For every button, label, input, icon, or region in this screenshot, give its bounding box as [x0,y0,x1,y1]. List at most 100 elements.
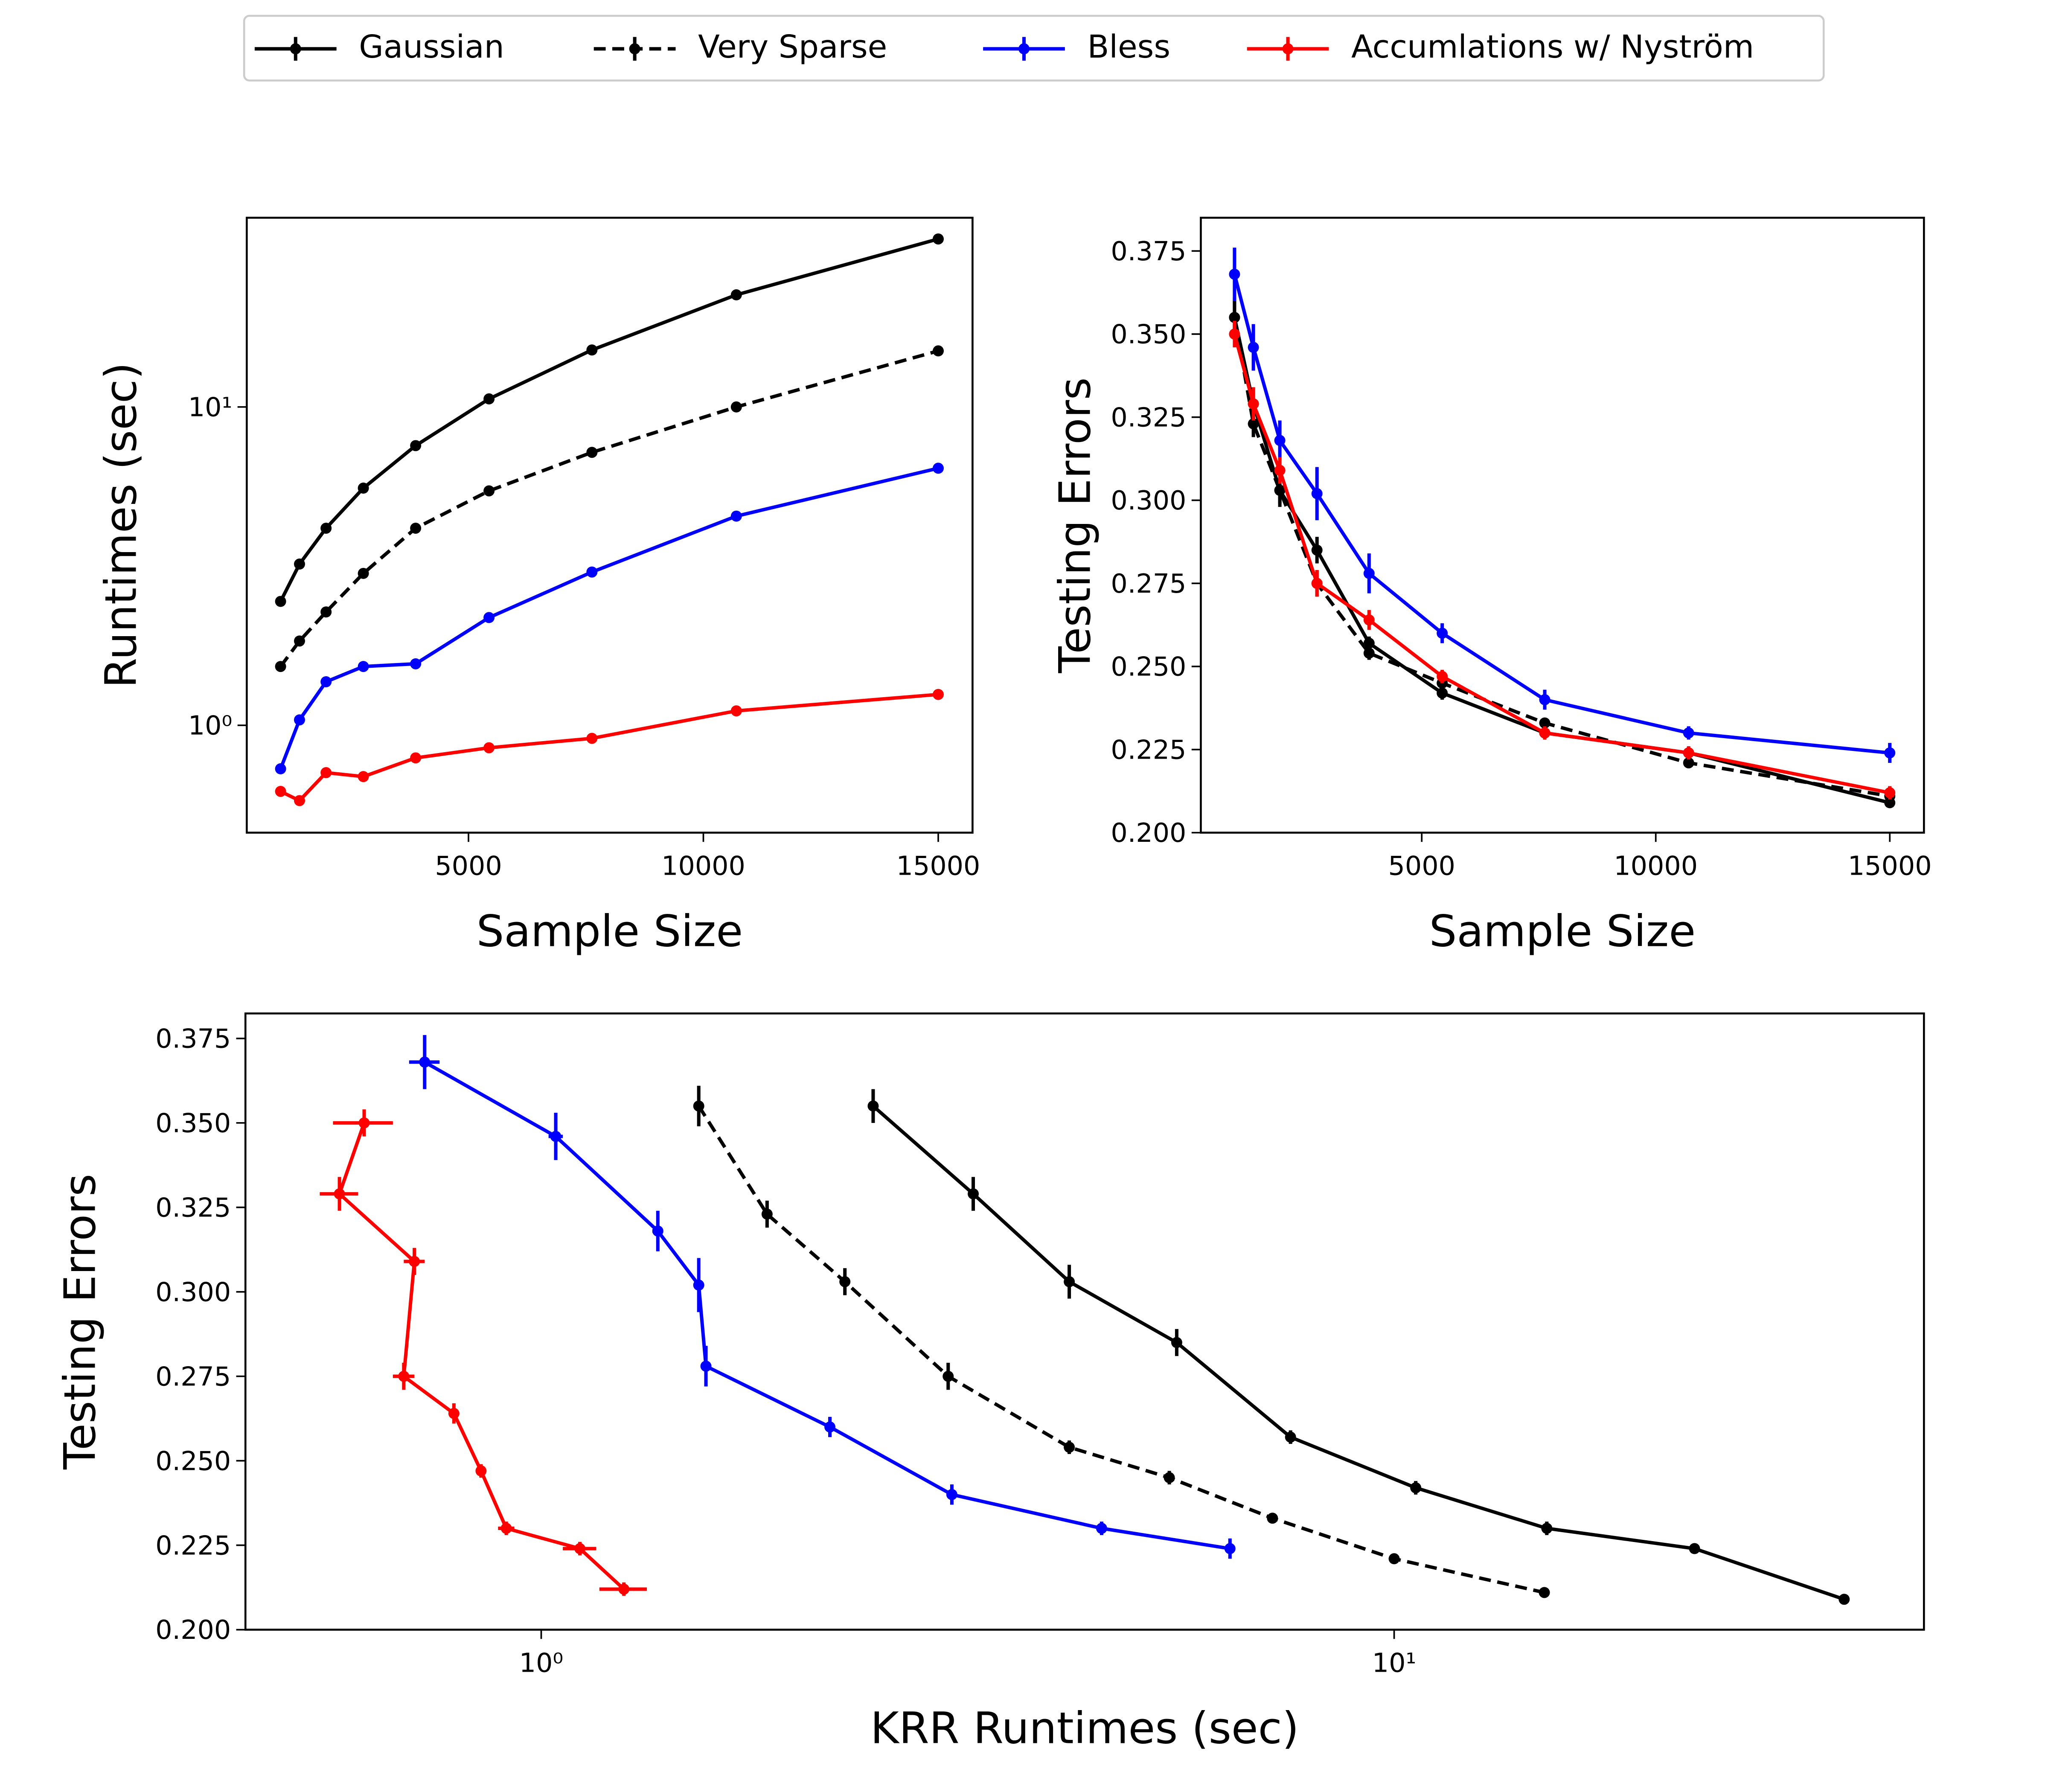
point [693,1100,704,1112]
point [1248,418,1259,430]
legend-marker [290,43,301,55]
x-tick-label: 5000 [435,851,502,881]
x-axis-label: Sample Size [477,906,743,957]
point [1839,1594,1850,1605]
point [730,510,742,522]
legend-marker [1282,43,1294,55]
point [1311,488,1323,499]
point [275,785,286,797]
y-tick-label: 0.350 [1111,319,1186,350]
point [1539,1587,1550,1598]
point [867,1100,879,1112]
legend-marker [1018,43,1030,55]
x-axis-label: Sample Size [1429,906,1696,957]
point [1884,787,1896,799]
y-tick-label: 0.225 [1111,734,1186,765]
point [1229,268,1240,280]
point [693,1279,704,1291]
plot-frame [1200,216,1925,834]
series-line [279,349,939,668]
point [358,771,369,783]
series-line [337,1122,625,1591]
point [358,1117,370,1129]
point [1164,1472,1175,1484]
y-tick-label: 0.300 [1111,485,1186,516]
point [730,289,742,301]
y-tick-label: 0.325 [1111,402,1186,433]
point [320,767,332,778]
point [1539,727,1551,739]
point [358,567,369,579]
y-tick-label: 0.200 [155,1615,231,1645]
point [586,344,598,356]
point [410,523,422,534]
point [730,401,742,413]
y-tick-label: 0.275 [1111,568,1186,599]
legend-marker [629,43,640,55]
y-tick-label: 0.225 [155,1530,231,1561]
point [1274,465,1286,476]
series-line [279,466,939,770]
point [1274,485,1286,496]
point [1267,1513,1278,1524]
point [419,1056,431,1068]
point [320,523,332,534]
x-tick-label: 10¹ [1372,1648,1417,1679]
legend-label: Very Sparse [698,28,887,65]
point [1229,328,1240,340]
point [320,606,332,618]
y-tick-label: 0.325 [155,1192,231,1223]
y-tick-label: 0.250 [155,1446,231,1476]
point [1388,1553,1400,1565]
point [1683,757,1694,768]
point [1224,1543,1236,1554]
subplot: 5000 10000 15000 10⁰ 10¹ Sample Size Runtimes … [96,216,980,957]
point [586,566,598,578]
point [1363,614,1375,625]
point [1539,694,1551,705]
series-line [1233,333,1890,795]
point [761,1208,773,1220]
point [1064,1442,1075,1453]
point [294,635,305,647]
x-tick-label: 10000 [1614,851,1698,881]
point [294,559,305,570]
point [409,1256,420,1267]
point [943,1370,954,1382]
x-tick-label: 15000 [1848,851,1932,881]
point [1311,578,1323,589]
point [275,763,286,774]
point [475,1465,487,1477]
point [1248,398,1259,410]
point [1274,435,1286,446]
point [1248,342,1259,353]
point [824,1421,836,1433]
subplot: 10⁰ 10¹ 0.200 0.225 0.250 0.275 0.300 0.325 0.35… [55,1012,1925,1754]
x-tick-label: 5000 [1388,851,1455,881]
point [1683,727,1694,739]
point [1363,647,1375,659]
point [586,733,598,744]
x-axis-label: KRR Runtimes (sec) [870,1703,1299,1754]
point [294,714,305,726]
y-tick-label: 0.350 [155,1108,231,1138]
point [968,1188,979,1200]
point [1683,747,1694,759]
y-tick-label: 0.375 [155,1024,231,1054]
legend-label: Bless [1087,28,1170,65]
point [398,1370,410,1382]
point [933,463,944,474]
series-line [1233,317,1891,805]
point [1884,747,1896,759]
point [1311,544,1323,556]
point [410,440,422,451]
series-line [1233,273,1890,755]
point [700,1360,712,1372]
point [933,689,944,700]
point [574,1543,586,1554]
point [1285,1431,1296,1443]
series-line [697,1105,1545,1594]
point [839,1276,851,1287]
